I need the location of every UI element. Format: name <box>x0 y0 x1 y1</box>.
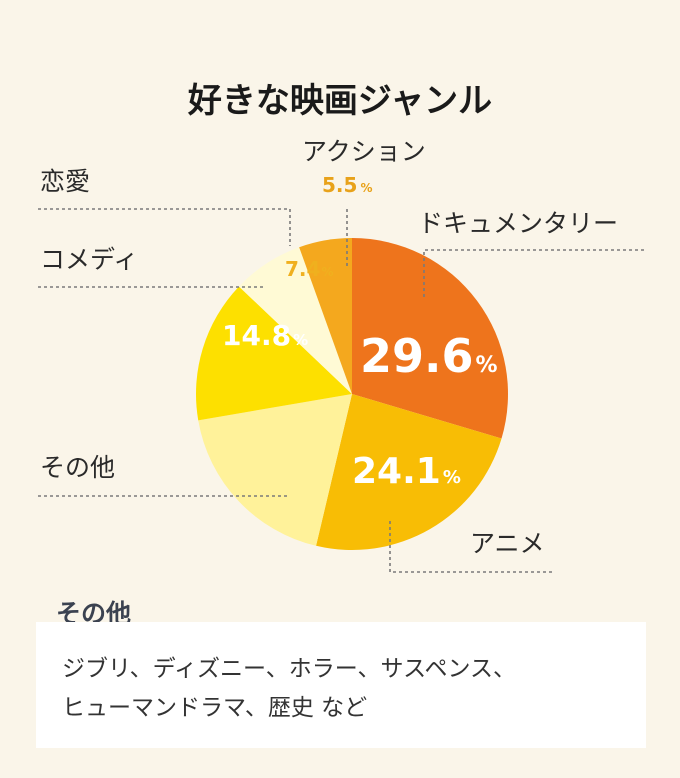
pie-slice-documentary <box>352 238 508 439</box>
label-anime: アニメ <box>470 529 545 558</box>
leader-line-anime <box>389 518 552 573</box>
label-other: その他 <box>40 453 115 482</box>
note-box: ジブリ、ディズニー、ホラー、サスペンス、 ヒューマンドラマ、歴史 など <box>36 622 646 748</box>
leader-line-romance <box>38 208 291 246</box>
value-label-comedy: 14.8% <box>222 319 308 352</box>
value-label-action: 5.5% <box>322 173 372 197</box>
value-label-romance: 7.4% <box>285 257 333 281</box>
leader-line-documentary <box>423 249 644 300</box>
pie-slice-anime <box>316 394 502 550</box>
pie-slice-other <box>198 394 352 546</box>
label-action: アクション <box>302 137 426 166</box>
pie-chart: 好きな映画ジャンル ドキュメンタリー アニメ その他 コメディ 恋愛 アクション… <box>38 81 644 573</box>
label-romance: 恋愛 <box>40 167 90 196</box>
value-label-anime: 24.1% <box>352 451 461 492</box>
note-line-1: ジブリ、ディズニー、ホラー、サスペンス、 <box>62 656 517 682</box>
leader-lines <box>38 208 644 573</box>
value-label-documentary: 29.6% <box>360 329 498 383</box>
note-line-2: ヒューマンドラマ、歴史 など <box>62 695 368 721</box>
pie-slice-comedy <box>195 286 352 421</box>
chart-title: 好きな映画ジャンル <box>187 81 492 121</box>
label-documentary: ドキュメンタリー <box>418 209 618 238</box>
pie-slice-romance <box>238 247 352 394</box>
label-comedy: コメディ <box>40 245 138 274</box>
pie-slice-action <box>299 237 352 394</box>
